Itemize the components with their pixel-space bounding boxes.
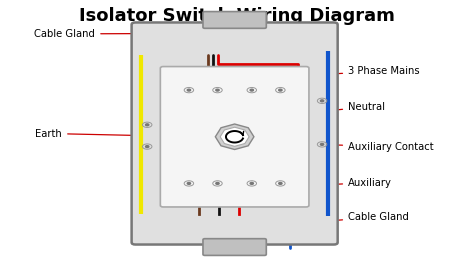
Circle shape bbox=[216, 89, 219, 91]
Text: Auxiliary Contact: Auxiliary Contact bbox=[322, 142, 434, 152]
Text: Auxiliary: Auxiliary bbox=[308, 178, 392, 188]
Circle shape bbox=[279, 182, 282, 184]
FancyBboxPatch shape bbox=[203, 239, 266, 256]
Polygon shape bbox=[215, 124, 254, 150]
Circle shape bbox=[187, 182, 191, 184]
Polygon shape bbox=[220, 127, 249, 146]
Text: Earth: Earth bbox=[36, 128, 143, 139]
Circle shape bbox=[187, 89, 191, 91]
Circle shape bbox=[250, 89, 254, 91]
Circle shape bbox=[320, 100, 324, 102]
FancyBboxPatch shape bbox=[160, 66, 309, 207]
Circle shape bbox=[250, 182, 254, 184]
Text: Cable Gland: Cable Gland bbox=[249, 212, 409, 229]
FancyBboxPatch shape bbox=[132, 22, 337, 245]
FancyBboxPatch shape bbox=[203, 11, 266, 28]
Text: 3 Phase Mains: 3 Phase Mains bbox=[322, 66, 419, 76]
Text: Cable Gland: Cable Gland bbox=[34, 29, 210, 39]
Text: Neutral: Neutral bbox=[322, 102, 385, 113]
Circle shape bbox=[216, 182, 219, 184]
Circle shape bbox=[320, 143, 324, 145]
Circle shape bbox=[146, 146, 149, 147]
Text: Isolator Switch Wiring Diagram: Isolator Switch Wiring Diagram bbox=[79, 7, 395, 25]
Circle shape bbox=[146, 124, 149, 126]
Circle shape bbox=[279, 89, 282, 91]
